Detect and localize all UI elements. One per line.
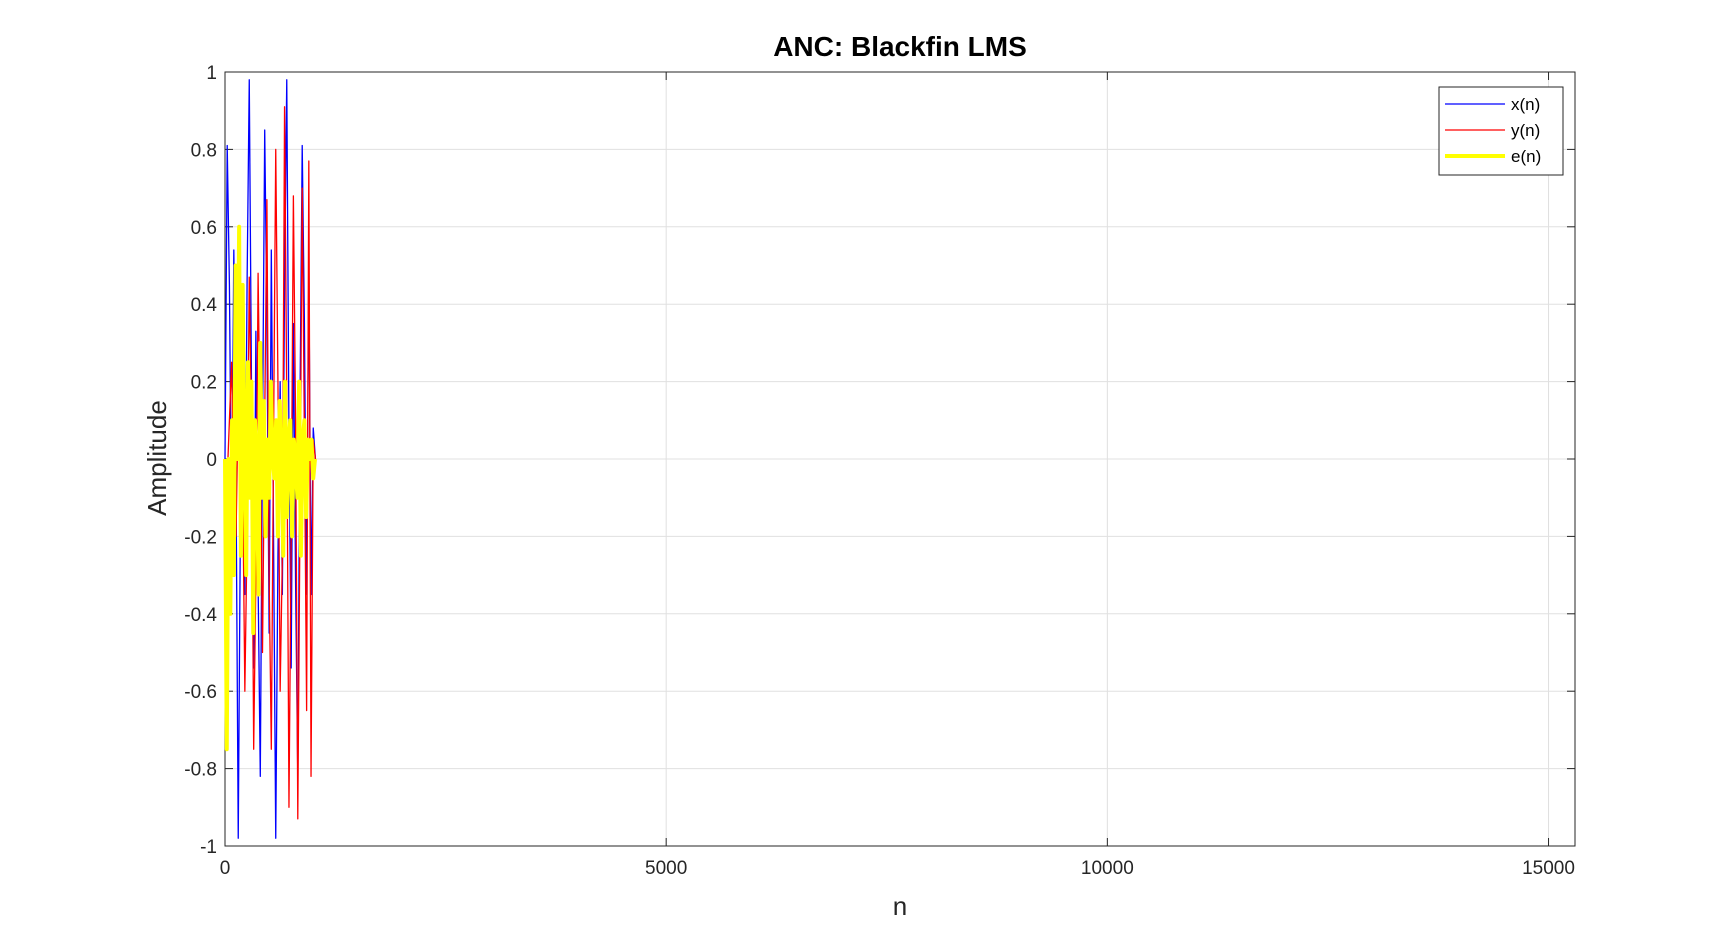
y-tick-label: 0.4: [191, 295, 218, 316]
series-line-en: [223, 224, 317, 752]
y-tick-label: -1: [200, 837, 217, 858]
y-tick-label: 0: [206, 450, 217, 471]
x-tick-label: 10000: [1081, 858, 1134, 879]
chart-title: ANC: Blackfin LMS: [773, 31, 1027, 62]
y-tick-label: 1: [206, 63, 217, 84]
legend: x(n) y(n) e(n): [1438, 86, 1564, 176]
legend-box: [1438, 86, 1564, 176]
legend-label: e(n): [1511, 147, 1541, 166]
y-tick-label: 0.6: [191, 218, 217, 239]
y-tick-label: -0.4: [184, 605, 217, 626]
x-tick-label: 0: [220, 858, 231, 879]
y-tick-label: 0.2: [191, 373, 217, 394]
y-tick-label: 0.8: [191, 140, 217, 161]
x-tick-label: 5000: [645, 858, 687, 879]
series-lines: [223, 79, 317, 839]
legend-label: x(n): [1511, 95, 1540, 114]
y-tick-label: -0.6: [184, 682, 217, 703]
y-tick-label: -0.2: [184, 527, 217, 548]
x-axis-label: n: [893, 891, 907, 921]
y-axis-label: Amplitude: [142, 400, 172, 516]
axis-ticks: 0 5000 10000 15000 -1 -0.8 -0.6 -0.4 -0.2 0 0.2 0.4…: [184, 63, 1575, 879]
y-tick-label: -0.8: [184, 760, 217, 781]
legend-label: y(n): [1511, 121, 1540, 140]
x-tick-label: 15000: [1522, 858, 1575, 879]
